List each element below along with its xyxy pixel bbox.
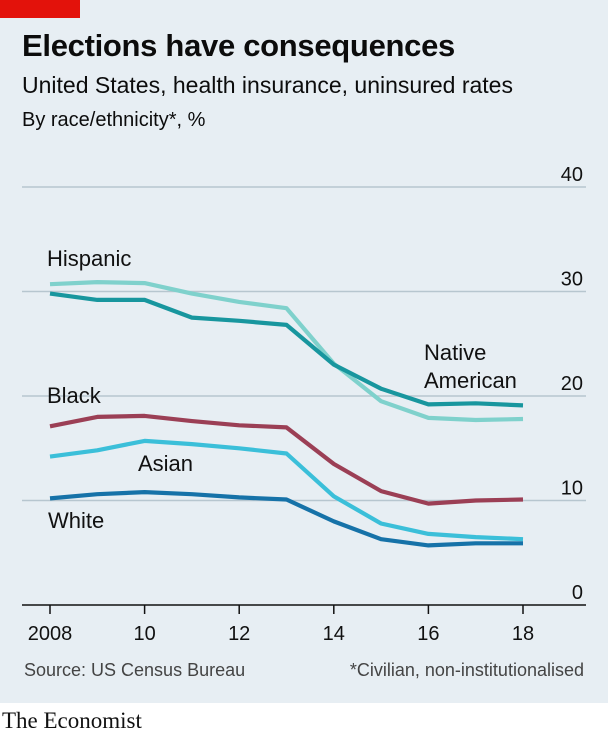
series-labels: Hispanic Native American Black Asian Whit… bbox=[47, 246, 517, 533]
series-line-black bbox=[49, 413, 524, 506]
series-lines bbox=[49, 280, 524, 548]
y-tick-label: 30 bbox=[561, 269, 583, 291]
x-tick-label: 10 bbox=[133, 623, 155, 645]
y-tick-label: 10 bbox=[561, 478, 583, 500]
x-tick-label: 2008 bbox=[28, 623, 73, 645]
series-line-hispanic bbox=[49, 280, 524, 423]
x-tick-label: 14 bbox=[323, 623, 345, 645]
chart-title: Elections have consequences bbox=[22, 28, 455, 63]
source-note: Source: US Census Bureau bbox=[24, 660, 246, 680]
y-tick-label: 40 bbox=[561, 164, 583, 186]
chart-panel bbox=[0, 0, 608, 703]
series-line-native-american bbox=[49, 291, 524, 408]
x-tick-label: 16 bbox=[417, 623, 439, 645]
series-label-black: Black bbox=[47, 383, 102, 408]
footnote: *Civilian, non-institutionalised bbox=[349, 660, 584, 680]
x-axis: 2008 10 12 14 16 18 bbox=[22, 604, 586, 645]
y-tick-label: 0 bbox=[572, 582, 583, 604]
gridlines bbox=[22, 186, 586, 502]
series-label-native-american: Native American bbox=[424, 340, 517, 393]
series-label-hispanic: Hispanic bbox=[47, 246, 131, 271]
series-label-white: White bbox=[48, 508, 104, 533]
brand-red-bar bbox=[0, 0, 80, 18]
chart-subtitle: United States, health insurance, uninsur… bbox=[22, 72, 513, 98]
series-line-asian bbox=[49, 438, 524, 542]
x-tick-label: 12 bbox=[228, 623, 250, 645]
x-tick-label: 18 bbox=[512, 623, 534, 645]
publisher-logo: The Economist bbox=[2, 708, 142, 733]
chart-units-note: By race/ethnicity*, % bbox=[22, 109, 206, 131]
series-label-asian: Asian bbox=[138, 451, 193, 476]
line-chart: 0 10 20 30 40 2008 10 12 14 16 18 Hispanic Native… bbox=[22, 164, 586, 645]
y-axis-ticks: 0 10 20 30 40 bbox=[561, 164, 583, 604]
y-tick-label: 20 bbox=[561, 373, 583, 395]
series-line-white bbox=[49, 490, 523, 548]
